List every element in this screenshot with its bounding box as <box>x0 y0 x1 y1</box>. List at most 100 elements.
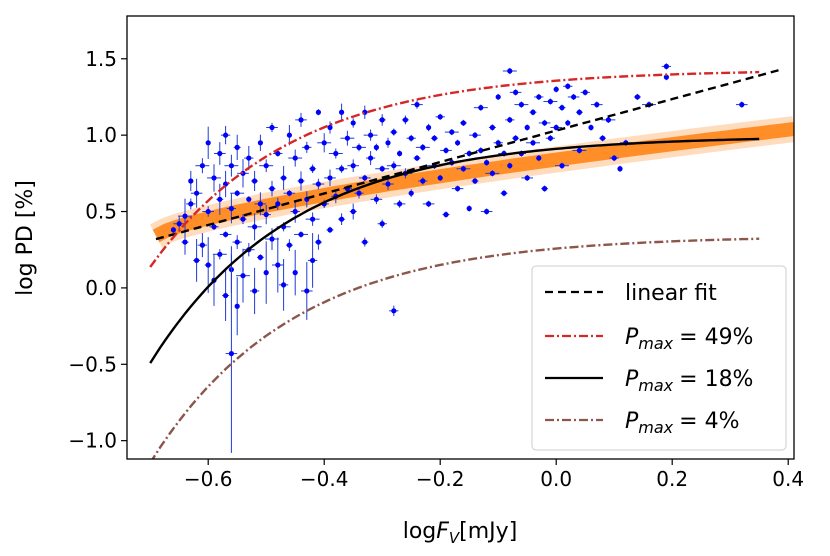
x-tick-label: −0.6 <box>184 467 233 491</box>
y-tick-label: 0.5 <box>85 200 117 224</box>
data-point <box>359 174 371 181</box>
data-point <box>207 164 221 192</box>
data-point <box>209 223 219 230</box>
y-tick-label: −0.5 <box>68 352 117 376</box>
data-point <box>567 93 580 101</box>
data-point <box>327 121 333 134</box>
data-point <box>234 277 240 336</box>
x-tick-label: 0.4 <box>772 467 804 491</box>
data-point <box>361 237 369 247</box>
data-point <box>493 139 503 146</box>
data-point <box>220 126 231 145</box>
data-point <box>609 155 619 162</box>
data-point <box>553 86 559 93</box>
data-point <box>480 208 493 215</box>
data-point <box>386 161 401 171</box>
data-point <box>565 119 571 126</box>
data-point <box>370 194 383 205</box>
data-point <box>225 254 238 453</box>
data-point <box>382 178 394 191</box>
data-point <box>170 226 176 233</box>
data-point <box>543 98 558 105</box>
data-point <box>223 170 229 198</box>
data-point <box>352 143 366 152</box>
data-point <box>214 142 226 165</box>
data-point <box>219 231 232 238</box>
data-point <box>247 213 262 241</box>
data-point <box>534 93 544 101</box>
data-point <box>202 206 214 217</box>
data-point <box>375 165 390 172</box>
legend-box <box>531 265 787 451</box>
data-point <box>378 114 386 126</box>
data-point <box>572 147 587 154</box>
data-point <box>256 254 264 261</box>
pmax-curve-1 <box>149 70 760 268</box>
data-point <box>292 249 298 296</box>
data-point <box>280 166 288 190</box>
data-point <box>363 129 378 141</box>
data-point <box>295 112 307 127</box>
data-point <box>377 219 387 228</box>
data-point <box>259 159 274 173</box>
data-point <box>272 237 284 293</box>
data-point <box>365 151 376 166</box>
data-point <box>373 143 379 152</box>
pmax-curve-3 <box>151 237 760 459</box>
data-point <box>509 89 522 96</box>
data-point <box>285 239 293 252</box>
data-point <box>545 135 556 142</box>
data-point <box>633 93 641 101</box>
data-point <box>389 305 399 317</box>
x-axis-label: logFV[mJy] <box>403 519 518 547</box>
data-point <box>335 164 348 173</box>
data-point <box>347 159 359 173</box>
data-point <box>661 63 672 70</box>
data-point <box>197 233 208 258</box>
data-point <box>232 235 242 249</box>
data-point <box>558 104 566 111</box>
data-point <box>514 101 529 108</box>
y-tick-label: 1.0 <box>85 123 117 147</box>
data-point <box>422 200 435 208</box>
scatter-points-layer <box>170 63 748 453</box>
pmax-curve-2 <box>149 137 760 364</box>
data-point <box>505 116 515 123</box>
data-point <box>224 154 239 177</box>
data-point <box>469 132 481 139</box>
data-point <box>338 213 346 226</box>
data-point <box>563 83 573 90</box>
data-point <box>418 177 428 185</box>
x-axis-label-unit: [mJy] <box>459 519 517 544</box>
x-tick-label: 0.2 <box>656 467 688 491</box>
data-point <box>283 190 296 197</box>
data-point <box>413 155 421 162</box>
data-point <box>178 198 192 234</box>
data-point <box>261 204 271 225</box>
data-point <box>188 170 194 192</box>
legend: linear fit Pmax = 49% Pmax = 18% Pmax = 4% <box>531 265 787 451</box>
data-point <box>339 103 345 121</box>
data-point <box>408 189 414 198</box>
data-point <box>390 128 398 136</box>
x-axis-label-var: F <box>436 519 449 544</box>
data-point <box>190 178 203 208</box>
data-point <box>181 229 189 255</box>
data-point <box>406 134 416 142</box>
data-point <box>263 241 269 304</box>
y-tick-label: −1.0 <box>68 429 117 453</box>
data-point <box>415 143 430 151</box>
data-point <box>305 212 320 226</box>
data-point <box>521 174 533 181</box>
data-point <box>455 139 461 146</box>
data-point <box>312 178 325 190</box>
data-point <box>230 190 245 197</box>
data-point <box>466 205 472 212</box>
data-point <box>529 109 537 116</box>
y-ticks: −1.0 −0.5 0.0 0.5 1.0 1.5 <box>68 47 127 453</box>
data-point <box>186 198 196 210</box>
legend-label-pmax-49: Pmax = 49% <box>625 325 753 353</box>
data-point <box>251 170 259 192</box>
data-point <box>290 200 300 223</box>
